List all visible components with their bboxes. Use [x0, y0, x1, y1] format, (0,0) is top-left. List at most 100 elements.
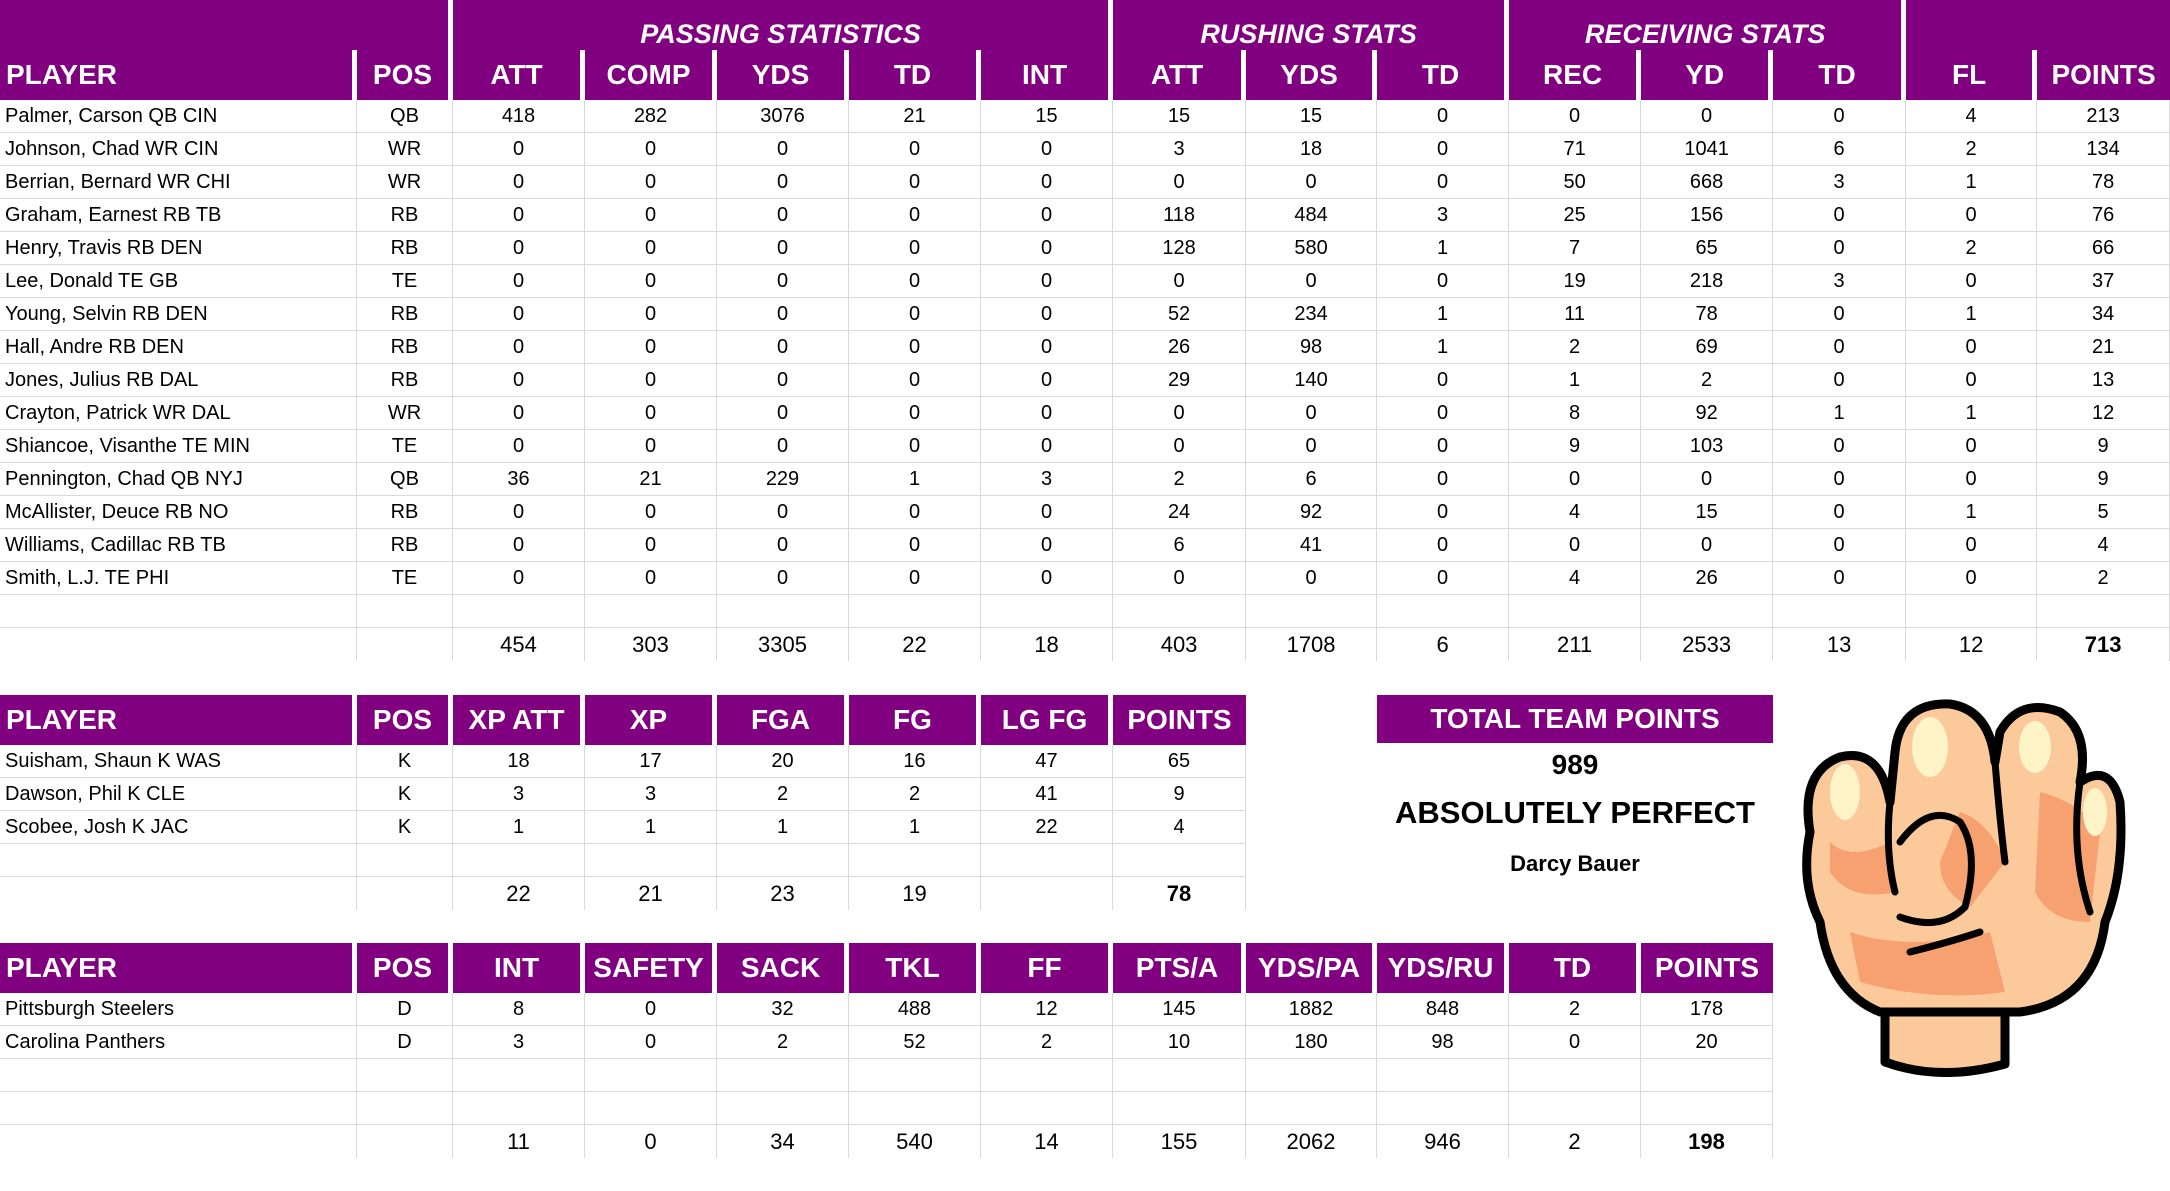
total-team-points-value: 989 — [1551, 749, 1599, 780]
cell-player: Hall, Andre RB DEN — [0, 331, 357, 364]
cell-yd: 0 — [1641, 463, 1774, 496]
divider-bar-row — [0, 595, 2170, 628]
divider-bar-cell — [1113, 595, 1247, 628]
total-td: 6 — [1377, 628, 1510, 661]
cell-pos: RB — [357, 298, 453, 331]
cell-yd: 26 — [1641, 562, 1774, 595]
cell-player: Jones, Julius RB DAL — [0, 364, 357, 397]
cell-comp: 0 — [585, 496, 717, 529]
column-header-yds: YDS — [717, 50, 849, 100]
cell-rec: 4 — [1509, 496, 1642, 529]
cell-yds: 0 — [717, 265, 849, 298]
cell-int — [453, 1059, 585, 1092]
divider-bar-cell — [453, 844, 585, 877]
cell-player: Graham, Earnest RB TB — [0, 199, 357, 232]
total-yds: 1708 — [1246, 628, 1378, 661]
cell-comp: 0 — [585, 166, 717, 199]
cell-pos: K — [357, 745, 453, 778]
total-td: 22 — [849, 628, 981, 661]
total-pts-a: 155 — [1113, 1125, 1246, 1158]
total-td: 2 — [1509, 1125, 1641, 1158]
cell-yds: 15 — [1246, 100, 1378, 133]
cell-yds: 234 — [1246, 298, 1378, 331]
cell-player: Suisham, Shaun K WAS — [0, 745, 357, 778]
cell-att: 15 — [1113, 100, 1247, 133]
cell-att: 0 — [453, 397, 585, 430]
cell-yds-pa: 1882 — [1246, 993, 1377, 1026]
cell-pos: TE — [357, 430, 453, 463]
cell-fl: 1 — [1906, 166, 2038, 199]
divider-bar-cell — [1641, 1092, 1773, 1125]
column-header-fg: FG — [849, 695, 981, 745]
team-owner: Darcy Bauer — [1510, 851, 1640, 876]
cell-att: 0 — [453, 496, 585, 529]
table-row: Berrian, Bernard WR CHI WR 0 0 0 0 0 0 0 0 50 668 3 1… — [0, 166, 2170, 199]
cell-fl: 1 — [1906, 298, 2038, 331]
cell-td: 0 — [1377, 100, 1510, 133]
cell-att: 118 — [1113, 199, 1247, 232]
divider-bar-cell — [1773, 595, 1907, 628]
group-header-blank — [0, 0, 453, 50]
cell-td: 0 — [849, 397, 981, 430]
cell-rec: 1 — [1509, 364, 1642, 397]
divider-bar-cell — [849, 595, 981, 628]
column-header-td: TD — [849, 50, 981, 100]
cell-yds: 0 — [1246, 397, 1378, 430]
total-yds-ru: 946 — [1377, 1125, 1509, 1158]
cell-pos: K — [357, 778, 453, 811]
cell-player: Johnson, Chad WR CIN — [0, 133, 357, 166]
cell-yd: 15 — [1641, 496, 1774, 529]
cell-yds: 0 — [717, 529, 849, 562]
total-comp: 303 — [585, 628, 717, 661]
total-ff: 14 — [981, 1125, 1113, 1158]
column-header-pos: POS — [357, 50, 453, 100]
cell-td: 1 — [1773, 397, 1907, 430]
column-header-points: POINTS — [1113, 695, 1246, 745]
cell-yds: 580 — [1246, 232, 1378, 265]
cell-att: 29 — [1113, 364, 1247, 397]
cell-yds: 140 — [1246, 364, 1378, 397]
divider-bar-cell — [849, 1092, 981, 1125]
cell-points: 66 — [2037, 232, 2170, 265]
cell-pos: RB — [357, 364, 453, 397]
total-pos — [357, 628, 453, 661]
cell-yds: 0 — [717, 331, 849, 364]
column-header-int: INT — [981, 50, 1114, 100]
cell-int: 0 — [981, 166, 1114, 199]
cell-points: 4 — [1113, 811, 1246, 844]
cell-fl: 0 — [1906, 199, 2038, 232]
cell-att: 0 — [453, 265, 585, 298]
cell-yds: 18 — [1246, 133, 1378, 166]
column-header-row: PLAYER POS INT SAFETY SACK TKL FF PTS/A YDS/PA YD… — [0, 943, 1773, 993]
divider-bar-cell — [717, 1092, 849, 1125]
cell-player: Crayton, Patrick WR DAL — [0, 397, 357, 430]
cell-points: 12 — [2037, 397, 2170, 430]
cell-yds-pa — [1246, 1059, 1377, 1092]
cell-pts-a: 145 — [1113, 993, 1246, 1026]
cell-player: Pennington, Chad QB NYJ — [0, 463, 357, 496]
divider-bar-cell — [1906, 595, 2038, 628]
cell-td: 0 — [1773, 529, 1907, 562]
cell-fl: 0 — [1906, 529, 2038, 562]
column-header-ff: FF — [981, 943, 1113, 993]
cell-player: Lee, Donald TE GB — [0, 265, 357, 298]
total-player — [0, 1125, 357, 1158]
cell-yds: 0 — [717, 397, 849, 430]
column-header-tkl: TKL — [849, 943, 981, 993]
cell-xp: 17 — [585, 745, 717, 778]
cell-sack: 32 — [717, 993, 849, 1026]
cell-att: 0 — [1113, 265, 1247, 298]
table-row: Williams, Cadillac RB TB RB 0 0 0 0 0 6 41 0 0 0 0 0 4 — [0, 529, 2170, 562]
cell-td: 0 — [1377, 496, 1510, 529]
cell-rec: 71 — [1509, 133, 1642, 166]
total-int: 18 — [981, 628, 1114, 661]
cell-rec: 0 — [1509, 463, 1642, 496]
cell-rec: 8 — [1509, 397, 1642, 430]
cell-att: 0 — [453, 298, 585, 331]
total-points: 198 — [1641, 1125, 1773, 1158]
table-row: Young, Selvin RB DEN RB 0 0 0 0 0 52 234 1 11 78 0 1 3… — [0, 298, 2170, 331]
cell-lg-fg: 22 — [981, 811, 1113, 844]
column-header-sack: SACK — [717, 943, 849, 993]
column-header-yds-ru: YDS/RU — [1377, 943, 1509, 993]
cell-points: 134 — [2037, 133, 2170, 166]
